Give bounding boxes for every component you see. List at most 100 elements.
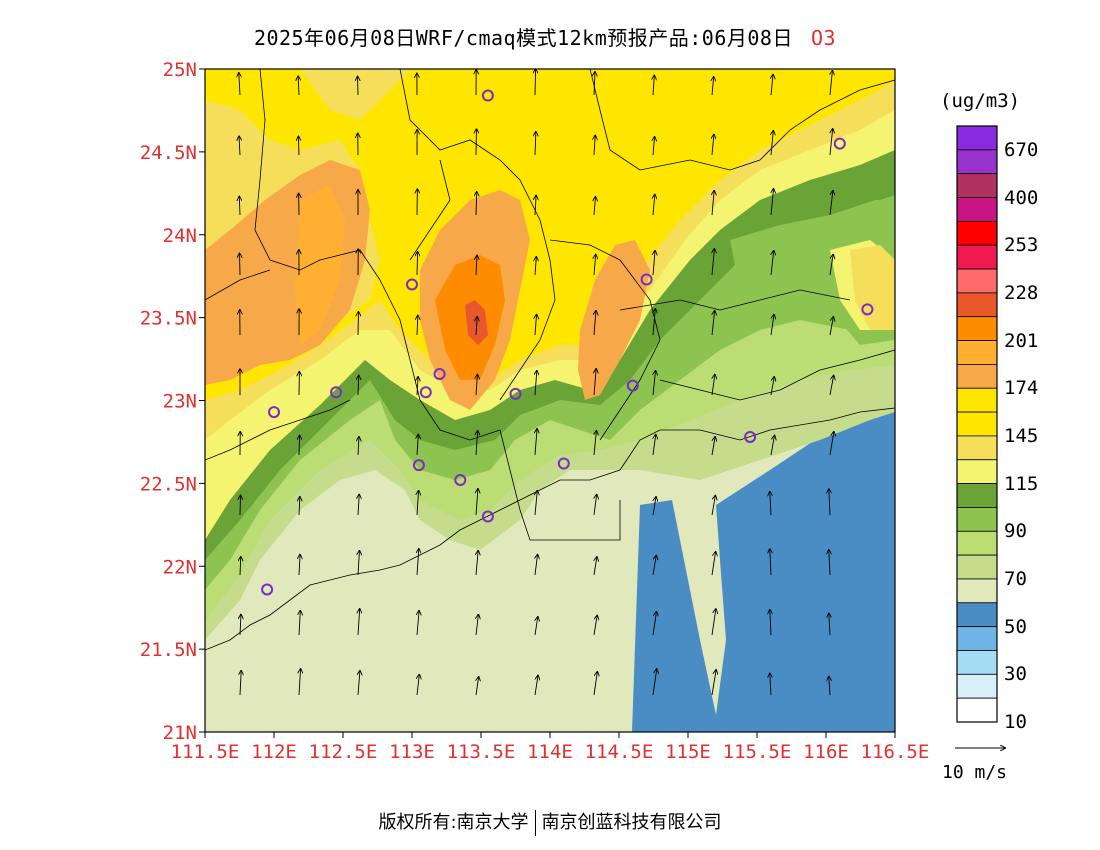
colorbar-swatch bbox=[956, 220, 998, 246]
lon-label: 115E bbox=[665, 741, 711, 763]
footer-left: 版权所有:南京大学 bbox=[378, 812, 529, 833]
wind-arrow bbox=[594, 197, 595, 216]
wind-arrow bbox=[535, 257, 536, 276]
station-marker bbox=[861, 303, 874, 316]
wind-arrow bbox=[653, 251, 655, 276]
lon-label: 113.5E bbox=[447, 741, 516, 763]
wind-arrow bbox=[594, 72, 595, 96]
colorbar-swatch bbox=[956, 363, 998, 389]
colorbar-swatch bbox=[956, 268, 998, 294]
wind-arrow bbox=[299, 555, 300, 576]
wind-arrow bbox=[358, 376, 359, 396]
wind-arrow bbox=[770, 549, 771, 576]
wind-arrow bbox=[535, 132, 536, 156]
station-marker bbox=[744, 430, 757, 443]
wind-arrow bbox=[358, 551, 359, 576]
wind-arrow bbox=[829, 191, 833, 216]
colorbar-label: 201 bbox=[1004, 329, 1039, 352]
lat-label: 22.5N bbox=[140, 473, 197, 495]
wind-arrow bbox=[830, 71, 832, 96]
wind-arrow bbox=[594, 431, 596, 456]
station-marker bbox=[419, 386, 432, 399]
wind-arrow bbox=[240, 615, 241, 636]
colorbar-label: 90 bbox=[1004, 520, 1027, 543]
wind-arrow bbox=[240, 671, 241, 696]
wind-arrow bbox=[711, 609, 716, 636]
wind-arrow bbox=[535, 196, 536, 216]
wind-arrow bbox=[770, 436, 774, 456]
lon-label: 112E bbox=[251, 741, 297, 763]
colorbar-label: 115 bbox=[1004, 472, 1039, 495]
wind-arrow bbox=[358, 671, 360, 696]
station-marker bbox=[412, 459, 425, 472]
wind-arrow bbox=[299, 436, 300, 456]
wind-arrow bbox=[476, 615, 478, 636]
wind-arrow bbox=[829, 677, 830, 696]
wind-arrow bbox=[829, 432, 834, 456]
wind-arrow bbox=[653, 371, 656, 396]
wind-arrow bbox=[711, 670, 716, 696]
colorbar-swatch bbox=[956, 292, 998, 318]
station-marker bbox=[481, 89, 494, 102]
lon-label: 113E bbox=[389, 741, 435, 763]
wind-arrow bbox=[417, 252, 418, 276]
colorbar-swatch bbox=[956, 316, 998, 341]
colorbar bbox=[956, 125, 998, 723]
wind-arrow bbox=[476, 192, 477, 216]
wind-arrow bbox=[299, 497, 300, 516]
wind-arrow bbox=[652, 612, 656, 636]
station-marker bbox=[626, 379, 639, 392]
lat-label: 23.5N bbox=[140, 308, 197, 330]
wind-arrow bbox=[770, 315, 774, 336]
wind-arrow bbox=[653, 76, 654, 96]
wind-arrow bbox=[358, 437, 359, 456]
wind-arrow bbox=[358, 609, 360, 636]
wind-arrow bbox=[535, 617, 538, 636]
wind-arrow bbox=[770, 492, 771, 516]
colorbar-swatch bbox=[956, 173, 998, 198]
wind-arrow bbox=[476, 375, 477, 396]
station-marker bbox=[433, 367, 446, 380]
wind-arrow bbox=[771, 131, 773, 156]
wind-arrow bbox=[299, 611, 300, 636]
footer-right: 南京创蓝科技有限公司 bbox=[541, 812, 722, 833]
wind-arrow bbox=[712, 77, 714, 96]
map-title: 2025年06月08日WRF/cmaq模式12km预报产品:06月08日 O3 bbox=[0, 22, 1090, 51]
wind-arrow bbox=[653, 195, 655, 216]
station-markers bbox=[261, 89, 874, 596]
wind-arrow bbox=[712, 191, 714, 216]
wind-vectors bbox=[239, 69, 834, 696]
wind-arrow bbox=[476, 317, 477, 336]
colorbar-label: 253 bbox=[1004, 234, 1039, 257]
wind-arrow bbox=[417, 316, 418, 336]
colorbar-swatch bbox=[956, 244, 998, 270]
station-marker bbox=[454, 474, 467, 487]
station-marker bbox=[406, 278, 418, 291]
wind-arrow bbox=[594, 495, 597, 516]
station-marker bbox=[481, 510, 494, 523]
wind-arrow bbox=[417, 377, 418, 396]
colorbar-label: 174 bbox=[1004, 377, 1039, 400]
station-marker bbox=[268, 406, 280, 419]
colorbar-label: 228 bbox=[1004, 281, 1039, 304]
lon-label: 115.5E bbox=[723, 741, 792, 763]
wind-arrow bbox=[653, 137, 655, 156]
wind-arrow bbox=[476, 489, 478, 516]
wind-arrow bbox=[829, 376, 834, 396]
wind-arrow bbox=[770, 674, 771, 696]
lat-label: 25N bbox=[163, 59, 197, 81]
wind-arrow bbox=[593, 672, 597, 696]
title-text: 2025年06月08日WRF/cmaq模式12km预报产品:06月08日 bbox=[253, 26, 793, 50]
lon-label: 112.5E bbox=[309, 741, 378, 763]
colorbar-swatch bbox=[956, 626, 998, 651]
wind-arrow bbox=[652, 669, 657, 696]
wind-arrow bbox=[239, 136, 240, 156]
lon-label: 114E bbox=[527, 741, 573, 763]
wind-arrow bbox=[711, 496, 715, 516]
wind-arrow bbox=[652, 556, 656, 576]
wind-arrow bbox=[535, 491, 537, 516]
colorbar-swatch bbox=[956, 387, 998, 413]
station-marker bbox=[833, 137, 846, 150]
colorbar-label: 400 bbox=[1004, 186, 1039, 209]
